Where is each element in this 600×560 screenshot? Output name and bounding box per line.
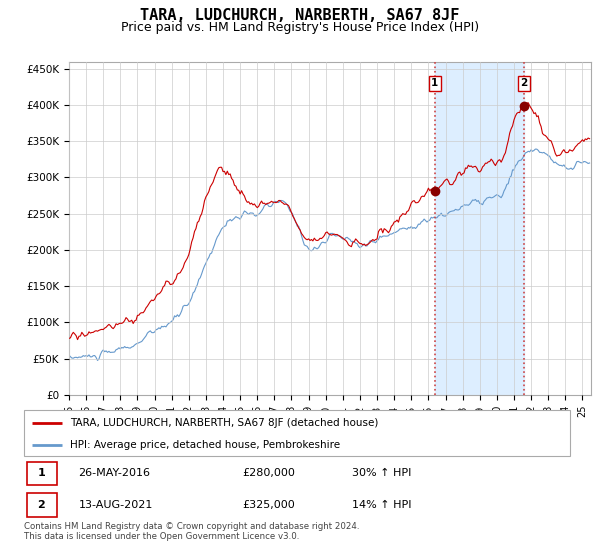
Text: 30% ↑ HPI: 30% ↑ HPI <box>352 468 411 478</box>
Text: TARA, LUDCHURCH, NARBERTH, SA67 8JF (detached house): TARA, LUDCHURCH, NARBERTH, SA67 8JF (det… <box>70 418 379 428</box>
Text: 2: 2 <box>38 500 46 510</box>
Text: £325,000: £325,000 <box>242 500 295 510</box>
Text: 1: 1 <box>431 78 439 88</box>
FancyBboxPatch shape <box>24 410 570 456</box>
Text: 13-AUG-2021: 13-AUG-2021 <box>79 500 153 510</box>
Text: 2: 2 <box>520 78 527 88</box>
Text: TARA, LUDCHURCH, NARBERTH, SA67 8JF: TARA, LUDCHURCH, NARBERTH, SA67 8JF <box>140 8 460 24</box>
Text: Contains HM Land Registry data © Crown copyright and database right 2024.
This d: Contains HM Land Registry data © Crown c… <box>24 522 359 542</box>
Text: 26-MAY-2016: 26-MAY-2016 <box>79 468 151 478</box>
Text: 14% ↑ HPI: 14% ↑ HPI <box>352 500 411 510</box>
FancyBboxPatch shape <box>27 461 57 485</box>
Text: HPI: Average price, detached house, Pembrokeshire: HPI: Average price, detached house, Pemb… <box>70 440 341 450</box>
Text: £280,000: £280,000 <box>242 468 295 478</box>
Text: 1: 1 <box>38 468 46 478</box>
Bar <box>435 62 524 395</box>
FancyBboxPatch shape <box>27 493 57 517</box>
Text: Price paid vs. HM Land Registry's House Price Index (HPI): Price paid vs. HM Land Registry's House … <box>121 21 479 34</box>
